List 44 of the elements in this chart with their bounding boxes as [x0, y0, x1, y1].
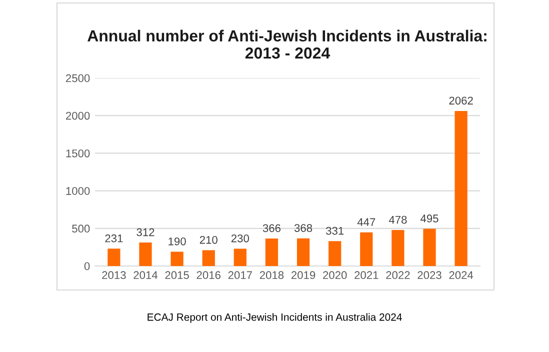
bar [328, 241, 342, 266]
data-label: 230 [231, 234, 249, 242]
x-tick-label: 2024 [449, 271, 474, 280]
x-tick-label: 2021 [354, 271, 378, 280]
data-label: 447 [357, 218, 376, 226]
data-label: 366 [262, 224, 281, 232]
bar [202, 250, 215, 266]
y-tick-label: 0 [84, 262, 90, 270]
y-tick-label: 2000 [66, 112, 90, 120]
x-tick-label: 2018 [260, 271, 284, 280]
data-label: 495 [420, 214, 438, 222]
chart-title: Annual number of Anti-Jewish Incidents in Australia: 2013 - 2024 [88, 30, 486, 59]
text: ECAJ Report on Anti-Jewish Incidents in Australia 2024 [148, 313, 402, 323]
x-tick-label: 2013 [102, 271, 126, 280]
x-tick-label: 2014 [134, 271, 158, 280]
bar [454, 110, 468, 266]
x-tick-label: 2020 [323, 271, 347, 280]
data-label: 368 [294, 224, 312, 232]
bar [423, 228, 436, 266]
x-tick-label: 2022 [386, 271, 410, 280]
y-tick-label: 500 [72, 224, 90, 233]
bar [360, 232, 373, 266]
bar [170, 252, 184, 266]
x-tick-label: 2016 [196, 271, 220, 280]
x-tick-label: 2019 [291, 271, 316, 280]
data-label: 312 [136, 228, 154, 236]
y-tick-label: 1500 [66, 149, 90, 158]
bar [265, 238, 278, 266]
x-tick-label: 2015 [165, 271, 189, 280]
data-label: 331 [326, 226, 344, 235]
data-label: 231 [105, 234, 123, 242]
bar [392, 230, 404, 266]
bar [108, 248, 120, 266]
data-label: 2062 [449, 96, 473, 105]
x-tick-label: 2023 [418, 271, 442, 280]
data-label: 190 [168, 237, 186, 246]
y-tick-label: 1000 [66, 187, 90, 195]
data-label: 478 [388, 216, 407, 224]
data-label: 210 [200, 236, 218, 244]
y-tick-label: 2500 [66, 74, 90, 82]
bar [234, 248, 246, 266]
bar [296, 238, 310, 266]
bar [139, 242, 152, 266]
x-tick-label: 2017 [228, 271, 252, 280]
